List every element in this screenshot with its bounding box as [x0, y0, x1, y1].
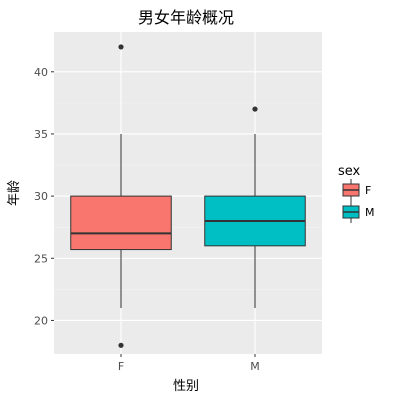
legend-label: F: [365, 184, 371, 197]
y-axis-title: 年龄: [7, 180, 22, 206]
legend-title: sex: [338, 164, 361, 179]
x-axis-title: 性别: [173, 379, 199, 394]
y-ticks: 20 25 30 35 40: [34, 66, 54, 327]
y-tick-label: 20: [34, 314, 48, 327]
plot-panel: [54, 32, 322, 354]
chart-title: 男女年龄概况: [138, 8, 234, 27]
x-tick-label: M: [250, 360, 260, 373]
legend-label: M: [365, 206, 375, 219]
legend: sex FM: [338, 164, 375, 223]
legend-entry-F: F: [342, 179, 371, 201]
y-tick-label: 35: [34, 128, 48, 141]
outlier-point: [118, 342, 124, 348]
box-body: [70, 195, 172, 251]
boxes-layer: [70, 44, 306, 348]
box-F: [70, 44, 172, 348]
x-tick-label: F: [118, 360, 124, 373]
outlier-point: [252, 106, 258, 112]
y-tick-label: 25: [34, 252, 48, 265]
y-tick-label: 40: [34, 66, 48, 79]
outlier-point: [118, 44, 124, 50]
y-tick-label: 30: [34, 190, 48, 203]
legend-entry-M: M: [342, 201, 375, 223]
box-M: [204, 106, 306, 308]
legend-entries: FM: [342, 179, 375, 223]
